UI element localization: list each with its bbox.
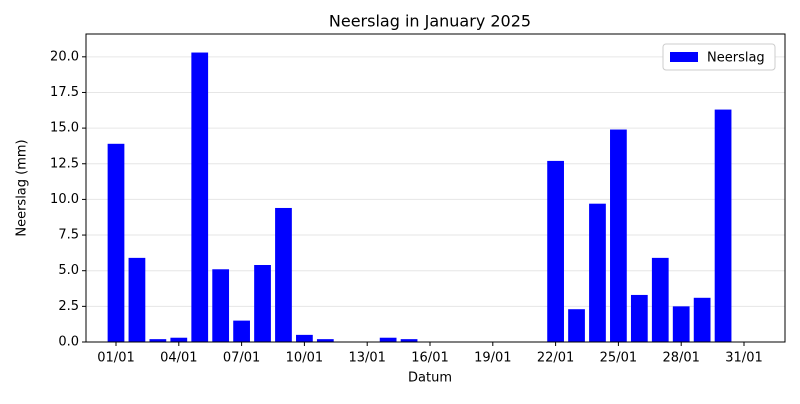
y-tick-label: 7.5: [58, 228, 79, 243]
legend-label: Neerslag: [707, 51, 765, 66]
x-tick-label: 22/01: [537, 351, 574, 366]
bar: [316, 339, 334, 342]
bar: [212, 269, 230, 342]
x-tick-label: 04/01: [160, 351, 197, 366]
x-tick-label: 07/01: [223, 351, 260, 366]
bar: [672, 306, 690, 342]
y-tick-label: 0.0: [58, 335, 79, 350]
x-tick-label: 19/01: [474, 351, 511, 366]
plot-frame: [85, 33, 786, 343]
bar: [379, 337, 397, 342]
bar: [107, 143, 125, 342]
y-tick-label: 20.0: [50, 49, 79, 64]
y-tick-label: 12.5: [50, 156, 79, 171]
bar: [568, 309, 585, 342]
x-tick-label: 13/01: [348, 351, 385, 366]
y-tick-label: 15.0: [50, 121, 79, 136]
bar: [149, 339, 167, 342]
legend-box: [662, 43, 776, 71]
y-axis-label: Neerslag (mm): [15, 139, 30, 236]
bar: [651, 257, 669, 342]
y-tick-label: 5.0: [58, 263, 79, 278]
x-tick-label: 25/01: [600, 351, 637, 366]
bar: [547, 160, 564, 342]
bar: [589, 203, 606, 342]
x-tick-label: 01/01: [97, 351, 134, 366]
y-tick-label: 2.5: [58, 299, 79, 314]
x-tick-label: 16/01: [411, 351, 448, 366]
chart-title: Neerslag in January 2025: [329, 12, 531, 31]
bar: [254, 265, 271, 342]
x-tick-label: 10/01: [286, 351, 323, 366]
bar: [714, 109, 732, 343]
x-axis-label: Datum: [408, 371, 452, 386]
bar: [610, 129, 627, 342]
legend-swatch: [670, 52, 698, 62]
bar: [233, 320, 250, 342]
bar: [128, 257, 146, 342]
y-tick-label: 10.0: [50, 192, 79, 207]
bar: [275, 207, 292, 342]
bar: [630, 294, 648, 342]
bar: [693, 297, 711, 342]
bar: [191, 52, 209, 342]
bar: [296, 334, 313, 342]
bar: [400, 339, 418, 342]
bar: [170, 337, 188, 342]
y-tick-label: 17.5: [50, 85, 79, 100]
x-tick-label: 31/01: [725, 351, 762, 366]
x-tick-label: 28/01: [662, 351, 699, 366]
